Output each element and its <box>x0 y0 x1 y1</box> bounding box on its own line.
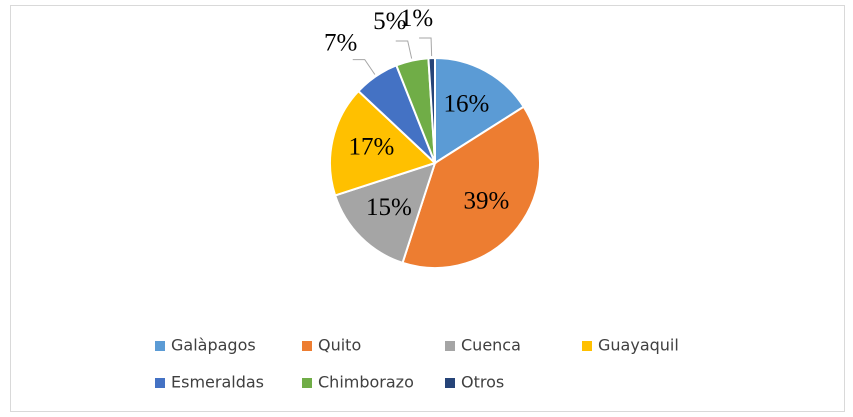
legend-swatch <box>155 378 165 388</box>
pie-slice <box>427 56 436 164</box>
legend-swatch <box>445 341 455 351</box>
leader-line <box>352 59 376 75</box>
pie-slice <box>401 105 541 269</box>
legend-label: Quito <box>318 336 361 355</box>
legend-swatch <box>445 378 455 388</box>
legend-swatch <box>582 341 592 351</box>
pie-slice <box>329 89 437 197</box>
value-label: 7% <box>324 29 357 56</box>
value-label: 17% <box>349 134 395 161</box>
legend-label: Guayaquil <box>598 336 679 355</box>
legend-label: Cuenca <box>461 336 521 355</box>
legend-label: Chimborazo <box>318 373 414 392</box>
value-label: 16% <box>443 91 489 118</box>
value-label: 15% <box>366 194 412 221</box>
value-label: 39% <box>464 188 510 215</box>
value-label: 1% <box>400 5 433 32</box>
legend-swatch <box>302 378 312 388</box>
legend-label: Esmeraldas <box>171 373 264 392</box>
legend-label: Otros <box>461 373 504 392</box>
legend-swatch <box>155 341 165 351</box>
legend-swatch <box>302 341 312 351</box>
leader-line <box>395 40 413 59</box>
legend-label: Galàpagos <box>171 336 256 355</box>
pie-slice <box>434 56 526 165</box>
value-label: 5% <box>373 8 406 35</box>
leader-line <box>419 37 433 57</box>
